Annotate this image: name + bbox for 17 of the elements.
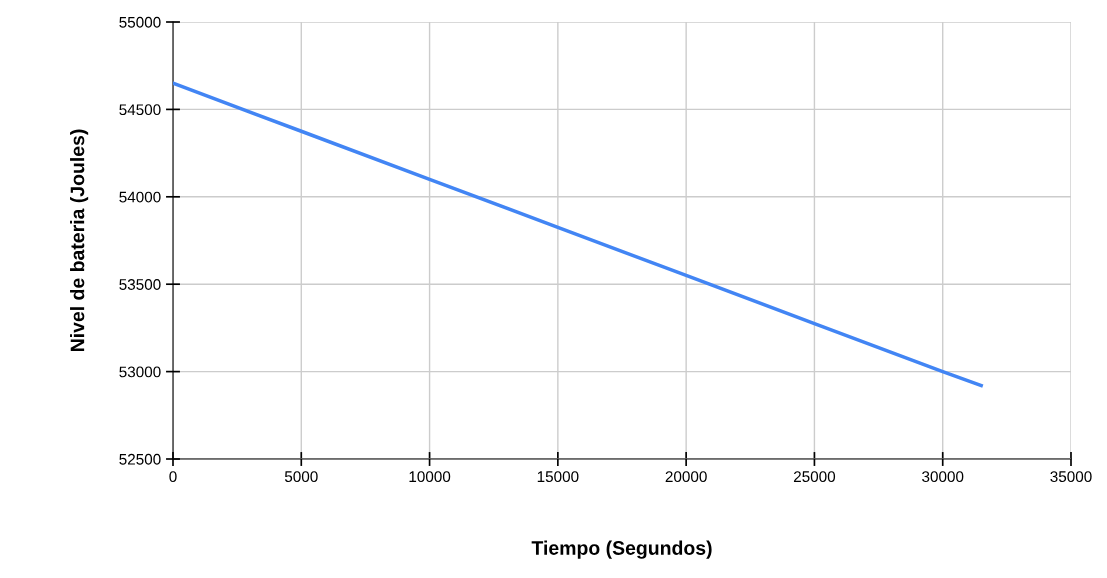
x-tick-label: 15000	[537, 471, 579, 483]
y-axis-title: Nivel de bateria (Joules)	[70, 129, 89, 352]
x-tick-label: 0	[169, 471, 177, 483]
y-tick-label: 52500	[119, 453, 161, 465]
x-tick-label: 35000	[1050, 471, 1092, 483]
y-tick-label: 53500	[119, 279, 161, 290]
y-tick-label: 53000	[119, 366, 161, 378]
y-tick-label: 54500	[119, 104, 161, 116]
line-series	[173, 81, 983, 388]
y-tick-label: 55000	[119, 16, 161, 28]
x-tick-label: 30000	[922, 471, 964, 483]
y-tick-label: 54000	[119, 191, 161, 203]
x-tick-label: 5000	[284, 471, 318, 483]
x-axis-title: Tiempo (Segundos)	[531, 540, 712, 559]
x-tick-label: 10000	[409, 471, 451, 483]
x-tick-label: 20000	[665, 471, 707, 483]
x-tick-label: 25000	[793, 471, 836, 483]
